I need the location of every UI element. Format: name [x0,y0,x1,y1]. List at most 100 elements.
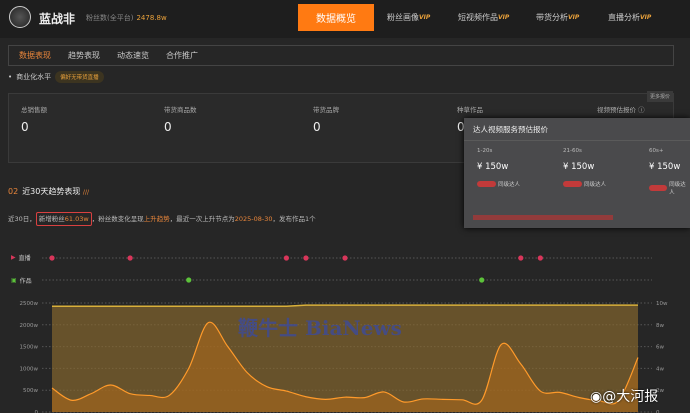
stat-value: 0 [21,120,29,134]
live-event-dot [342,255,348,261]
weibo-handle: @大河报 [602,389,659,405]
sub-tabs: 数据表现 趋势表现 动态速览 合作推广 [8,45,674,66]
price: ¥ 150w [649,162,681,172]
vip-badge: VIP [498,14,510,21]
duration: 21-60s [563,148,582,154]
rank-pill [477,181,496,187]
nav-live[interactable]: 直播分析 VIP [608,4,651,31]
fans-area [52,322,638,412]
tab-dynamics[interactable]: 动态速览 [117,51,149,60]
works-event-dot [186,277,192,283]
duration: 60s+ [649,148,664,154]
y-tick-right: 8w [656,323,664,329]
fans-count: 粉丝数(全平台) 2478.8w [86,13,167,23]
quote-col: 1-20s ¥ 150w 同级达人 [477,148,520,188]
trend-summary: 近30日， 新增粉丝61.03w ，粉丝数变化呈现上升趋势，最近一次上升节点为202… [8,212,316,226]
stat-seeding-works: 种草作品 0 [457,104,483,134]
y-tick-right: 0 [656,410,660,413]
fans-label: 粉丝数(全平台) [86,14,134,22]
y-tick-right: 4w [656,366,664,372]
y-tick-left: 2000w [20,323,39,329]
text: ，最近一次上升节点为 [169,215,235,223]
section-mark: /// [82,189,89,196]
section-title: 02 近30天趋势表现 /// [8,186,89,197]
y-tick-left: 2500w [20,301,39,307]
nav-label: 数据概览 [316,14,356,25]
works-event-dot [479,277,485,283]
fans-line [51,321,639,405]
peer-row: 同级达人 [477,180,520,188]
nav-label: 短视频作品 [458,13,498,22]
stat-products: 带货商品数 0 [164,104,197,134]
nav-data-overview[interactable]: 数据概览 [298,4,374,31]
stat-total-sales: 总销售额 0 [21,104,47,134]
text: ，发布作品1个 [272,215,316,223]
commercial-level: • 商业化水平 偏好无带货直播 [8,71,104,83]
nav-short-video[interactable]: 短视频作品 VIP [458,4,509,31]
live-event-dot [283,255,289,261]
stat-label: 带货商品数 [164,106,197,114]
fans-trend-chart: 0 0 500w 2w 1000w 4w 1500w 6w 2000w 8w 2500w 10w [20,301,668,413]
duration: 1-20s [477,148,493,154]
price: ¥ 150w [477,162,509,172]
stat-label: 种草作品 [457,106,483,114]
watermark-logo: 鞭牛士 BiaNews [238,316,402,340]
section-heading: 近30天趋势表现 [22,187,81,196]
event-tracks [42,255,652,283]
preference-badge: 偏好无带货直播 [55,71,104,83]
y-tick-right: 10w [656,301,668,307]
highlight-box: 新增粉丝61.03w [35,212,92,226]
document-icon: ▣ [11,277,17,284]
stat-label: 带货品牌 [313,106,339,114]
stat-value: 0 [457,120,465,134]
text: 新增粉丝 [38,215,65,223]
peer-row: 同级达人 [563,180,606,188]
weibo-icon: ◉ [590,389,603,405]
nav-label: 带货分析 [536,13,568,22]
popup-note [473,215,613,220]
works-track-label: ▣ 作品 [11,276,32,285]
nav-label: 直播分析 [608,13,640,22]
nav-label: 粉丝画像 [387,13,419,22]
live-icon: ▶ [11,254,16,261]
tab-trend[interactable]: 趋势表现 [68,51,100,60]
quote-col: 60s+ ¥ 150w 同级达人 [649,148,690,196]
new-fans-value: 61.03w [64,215,89,223]
rank-pill [563,181,582,187]
live-event-dot [49,255,55,261]
stat-label: 视频预估报价 ⓘ [597,106,645,114]
live-track-label: ▶ 直播 [11,253,31,262]
y-tick-right: 6w [656,345,664,351]
nav-fan-profile[interactable]: 粉丝画像 VIP [387,4,430,31]
y-tick-left: 1500w [20,345,39,351]
peer-row: 同级达人 [649,180,690,196]
text: 近30日， [8,215,36,223]
tab-cooperation[interactable]: 合作推广 [166,51,198,60]
stat-video-quote[interactable]: 视频预估报价 ⓘ [597,104,645,114]
quote-col: 21-60s ¥ 150w 同级达人 [563,148,606,188]
live-event-dot [303,255,309,261]
peer-label: 同级达人 [584,182,607,188]
vip-badge: VIP [640,14,652,21]
avatar[interactable] [9,6,31,28]
nav-sales[interactable]: 带货分析 VIP [536,4,579,31]
peer-label: 同级达人 [669,182,686,196]
vip-badge: VIP [419,14,431,21]
track-label: 作品 [19,278,32,285]
top-bar: 蓝战非 粉丝数(全平台) 2478.8w 数据概览 粉丝画像 VIP 短视频作品 VI… [0,0,690,38]
weibo-watermark: ◉@大河报 [590,386,658,406]
date-value: 2025-08-30 [234,215,273,223]
rank-pill [649,185,668,191]
y-tick-left: 500w [23,388,38,394]
y-tick-left: 0 [35,410,39,413]
vip-badge: VIP [568,14,580,21]
bullet-icon: • [8,73,13,81]
follower-total-line [52,304,638,308]
more-quotes-button[interactable]: 更多报价 [646,91,673,102]
quote-popup: 达人视频服务预估报价 1-20s ¥ 150w 同级达人 21-60s ¥ 150w 同… [464,118,690,228]
fans-value: 2478.8w [136,14,167,22]
text: ，粉丝数变化呈现 [91,215,144,223]
stat-value: 0 [313,120,321,134]
stat-value: 0 [164,120,172,134]
tab-data[interactable]: 数据表现 [19,51,51,60]
